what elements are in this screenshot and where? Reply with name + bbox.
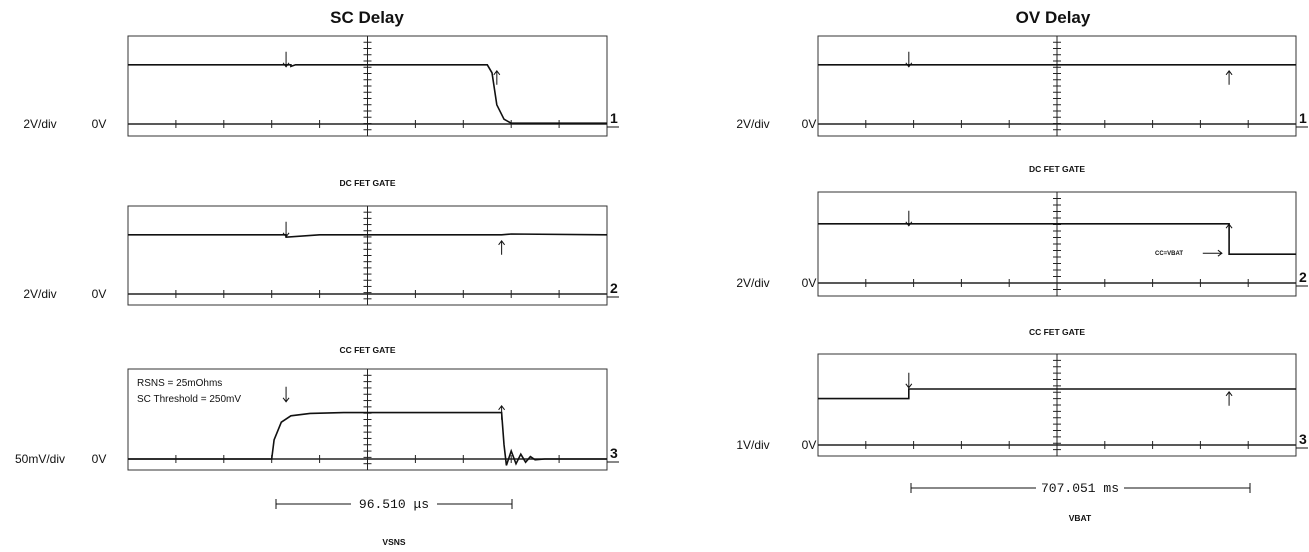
volts-per-div-label: 50mV/div (15, 452, 65, 466)
x-axis-label: VSNS (382, 537, 405, 547)
channel-number: 2 (1299, 269, 1307, 285)
trace-panel-1: 2V/div 0V 1 (23, 35, 619, 137)
volts-per-div-label: 2V/div (23, 287, 56, 301)
ground-reference-label: 0V (92, 452, 107, 466)
channel-number: 1 (1299, 110, 1307, 126)
cursor-down-arrow (905, 372, 913, 389)
panel-subtitle: CC FET GATE (1029, 327, 1085, 337)
ground-reference-label: 0V (92, 287, 107, 301)
panel-subtitle: DC FET GATE (339, 178, 395, 188)
volts-per-div-label: 2V/div (23, 117, 56, 131)
cc-vbat-annotation: CC=VBAT (1155, 251, 1183, 257)
cursor-up-arrow (1225, 69, 1233, 85)
channel-number: 2 (610, 280, 618, 296)
ground-reference-label: 0V (92, 117, 107, 131)
cursor-up-arrow (493, 69, 501, 85)
trace-panel-3: CC FET GATE 1V/div 0V 3 (736, 327, 1308, 457)
cursor-up-arrow (1225, 390, 1233, 406)
panel-subtitle: CC FET GATE (339, 345, 395, 355)
signal-trace (818, 223, 1296, 255)
cursor-up-arrow (498, 404, 506, 420)
ground-reference-label: 0V (802, 276, 817, 290)
measurement-value: 707.051 ms (1041, 481, 1119, 496)
cursor-down-arrow (282, 386, 290, 403)
volts-per-div-label: 2V/div (736, 117, 769, 131)
trace-panel-1: 2V/div 0V 1 (736, 35, 1308, 137)
cursor-down-arrow (282, 221, 290, 238)
cursor-up-arrow (1225, 223, 1233, 239)
cursor-down-arrow (905, 210, 913, 227)
time-measurement: 96.510 μs (275, 497, 513, 512)
ground-reference-label: 0V (802, 438, 817, 452)
signal-trace (128, 411, 607, 466)
trace-panel-2: DC FET GATE 2V/div 0V 2 CC=VBAT (736, 164, 1308, 297)
channel-number: 3 (1299, 431, 1307, 447)
chart-title: OV Delay (1016, 8, 1091, 27)
rsns-annotation: RSNS = 25mOhms (137, 378, 222, 389)
chart-title: SC Delay (330, 8, 404, 27)
cc-vbat-arrow (1202, 249, 1223, 257)
channel-number: 1 (610, 110, 618, 126)
cursor-down-arrow (282, 51, 290, 68)
volts-per-div-label: 2V/div (736, 276, 769, 290)
ground-reference-label: 0V (802, 117, 817, 131)
x-axis-label: VBAT (1069, 513, 1092, 523)
time-measurement: 707.051 ms (910, 481, 1251, 496)
signal-trace (128, 64, 607, 124)
panel-subtitle: DC FET GATE (1029, 164, 1085, 174)
trace-panel-2: DC FET GATE 2V/div 0V 2 (23, 178, 619, 306)
chart-sc-delay: SC Delay 2V/div 0V 1 DC FET GATE 2V/div 0V 2 CC … (15, 8, 619, 547)
signal-trace (818, 388, 1296, 400)
measurement-value: 96.510 μs (359, 497, 429, 512)
chart-ov-delay: OV Delay 2V/div 0V 1 DC FET GATE 2V/div 0V 2 CC=… (736, 8, 1308, 523)
volts-per-div-label: 1V/div (736, 438, 769, 452)
cursor-down-arrow (905, 51, 913, 68)
channel-number: 3 (610, 445, 618, 461)
threshold-annotation: SC Threshold = 250mV (137, 394, 241, 405)
trace-panel-3: CC FET GATE 50mV/div 0V 3 RSNS = 25mOhms SC T… (15, 345, 619, 471)
cursor-up-arrow (498, 239, 506, 255)
